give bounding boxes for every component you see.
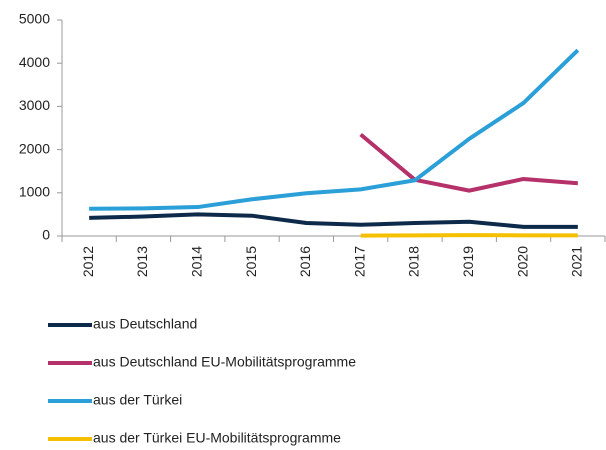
legend-label: aus Deutschland EU-Mobilitätsprogramme xyxy=(93,354,356,370)
y-tick-label: 0 xyxy=(42,227,50,243)
x-tick-label: 2019 xyxy=(460,246,476,277)
y-tick-label: 4000 xyxy=(19,54,50,70)
line-series xyxy=(89,48,580,211)
y-tick-label: 3000 xyxy=(19,97,50,113)
x-tick-label: 2021 xyxy=(569,246,585,277)
line-series xyxy=(89,212,578,229)
y-tick-label: 2000 xyxy=(19,140,50,156)
x-tick-label: 2013 xyxy=(134,246,150,277)
legend-label: aus Deutschland xyxy=(93,316,197,332)
x-tick-label: 2017 xyxy=(351,246,367,277)
x-tick-label: 2012 xyxy=(80,246,96,277)
y-tick-label: 5000 xyxy=(19,11,50,27)
legend-label: aus der Türkei EU-Mobilitätsprogramme xyxy=(93,430,341,446)
x-tick-label: 2014 xyxy=(188,246,204,277)
line-series xyxy=(359,132,579,193)
x-tick-label: 2020 xyxy=(514,246,530,277)
y-tick-label: 1000 xyxy=(19,184,50,200)
x-tick-label: 2016 xyxy=(297,246,313,277)
x-tick-label: 2018 xyxy=(406,246,422,277)
x-tick-label: 2015 xyxy=(243,246,259,277)
legend-label: aus der Türkei xyxy=(93,392,182,408)
